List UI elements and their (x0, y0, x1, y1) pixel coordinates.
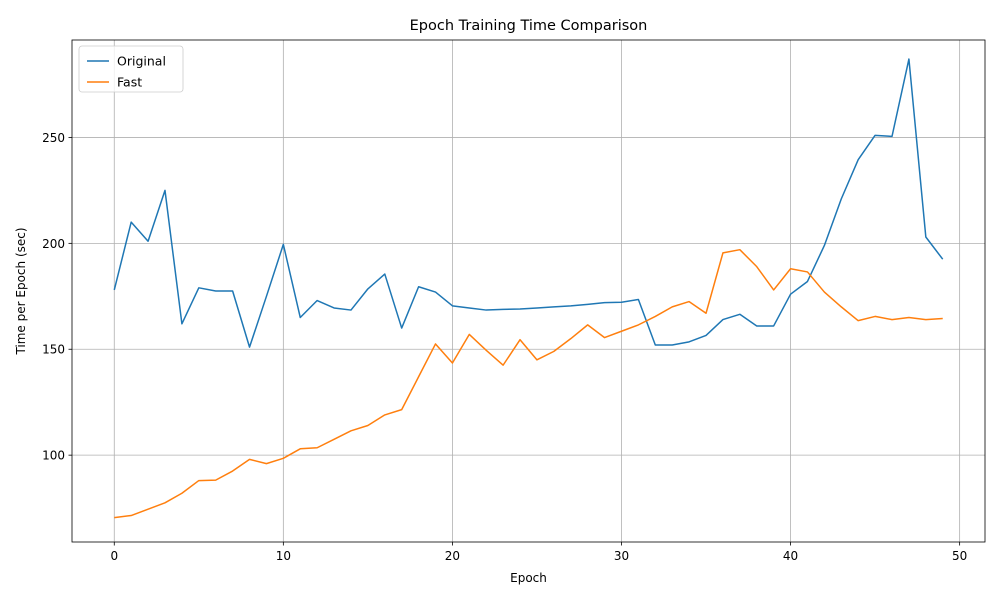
legend-label-original: Original (117, 54, 166, 69)
x-axis-label: Epoch (510, 571, 547, 585)
series-line-fast (114, 248, 943, 519)
x-tick-label: 10 (276, 549, 291, 563)
data-series (113, 58, 944, 519)
x-tick-label: 50 (952, 549, 967, 563)
y-tick-label: 100 (42, 449, 65, 463)
grid-lines (72, 40, 985, 542)
x-tick-label: 40 (783, 549, 798, 563)
legend: Original Fast (78, 45, 184, 93)
x-tick-label: 30 (614, 549, 629, 563)
legend-box (78, 45, 184, 93)
x-tick-label: 20 (445, 549, 460, 563)
legend-label-fast: Fast (117, 75, 142, 90)
plot-frame (71, 39, 986, 543)
y-tick-label: 150 (42, 343, 65, 357)
series-line-original (113, 58, 944, 348)
y-axis-label: Time per Epoch (sec) (14, 227, 28, 355)
chart-title: Epoch Training Time Comparison (410, 18, 648, 34)
axis-ticks: 0 10 20 30 40 50 100 150 200 250 (42, 131, 967, 563)
y-tick-label: 200 (42, 237, 65, 251)
y-tick-label: 250 (42, 131, 65, 145)
x-tick-label: 0 (110, 549, 118, 563)
